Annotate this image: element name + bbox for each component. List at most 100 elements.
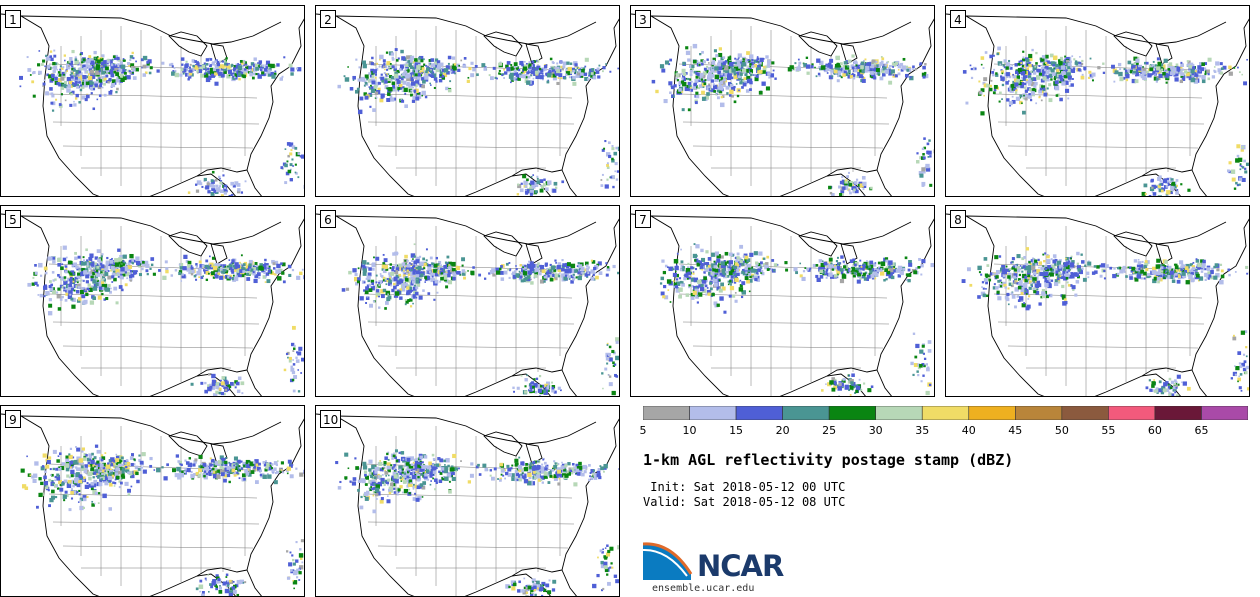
coastline [1141,167,1193,177]
member-number-label: 10 [320,410,342,428]
reflectivity-field [335,449,619,596]
coastline [196,567,248,577]
coastline [1113,231,1173,265]
ensemble-member-panel-1[interactable]: 1 [0,5,305,197]
coastline [1,13,236,196]
coastline [965,215,1227,245]
colorbar-tick-label: 45 [1008,424,1023,437]
coastline [335,415,597,445]
coastline [196,167,248,177]
coastline [1191,18,1249,196]
reflectivity-map [1,13,304,196]
reflectivity-map [316,413,619,596]
state-boundaries [363,26,575,196]
reflectivity-field [341,243,619,396]
member-number-label: 6 [320,210,336,228]
colorbar-tick-label: 55 [1101,424,1116,437]
member-number-label: 4 [950,10,966,28]
member-number-label: 9 [5,410,21,428]
colorbar-tick-label: 25 [822,424,837,437]
coastline [168,431,228,465]
colorbar-bin [1015,406,1063,420]
reflectivity-field [659,243,934,396]
reflectivity-field [962,46,1249,196]
ensemble-member-panel-3[interactable]: 3 [630,5,935,197]
ensemble-member-panel-6[interactable]: 6 [315,205,620,397]
coastline [946,213,1181,396]
coastline [1,413,236,596]
reflectivity-field [651,43,934,196]
colorbar-tick-label: 15 [729,424,744,437]
ensemble-member-panel-7[interactable]: 7 [630,205,935,397]
coastline [1141,367,1193,377]
coastline [246,18,304,196]
coastline [511,567,563,577]
coastline [316,13,551,196]
reflectivity-map [316,13,619,196]
reflectivity-field [961,247,1249,396]
reflectivity-map [316,213,619,396]
coastline [196,367,248,377]
member-number-label: 7 [635,210,651,228]
ensemble-member-panel-8[interactable]: 8 [945,205,1250,397]
coastline [631,213,866,396]
state-boundaries [48,426,260,596]
coastline [316,413,551,596]
coastline [20,215,282,245]
reflectivity-map [631,13,934,196]
coastline [826,167,878,177]
init-time: Init: Sat 2018-05-12 00 UTC [643,480,846,494]
reflectivity-field [19,49,304,196]
coastline [798,31,858,65]
coastline [650,215,912,245]
coastline [561,218,619,396]
coastline [335,15,597,45]
colorbar-tick-label: 5 [639,424,647,437]
colorbar-bin [1061,406,1109,420]
colorbar-bin [968,406,1016,420]
state-boundaries [993,26,1205,196]
member-number-label: 1 [5,10,21,28]
coastline [335,215,597,245]
ensemble-member-panel-2[interactable]: 2 [315,5,620,197]
coastline [20,15,282,45]
colorbar-bin [643,406,690,420]
member-number-label: 3 [635,10,651,28]
coastline [483,231,543,265]
reflectivity-map [946,13,1249,196]
coastline [965,15,1227,45]
colorbar-bin [875,406,923,420]
reflectivity-map [946,213,1249,396]
reflectivity-colorbar [643,406,1248,420]
ensemble-member-panel-4[interactable]: 4 [945,5,1250,197]
coastline [511,167,563,177]
state-boundaries [993,226,1205,396]
reflectivity-map [1,213,304,396]
state-boundaries [678,226,890,396]
coastline [798,231,858,265]
colorbar-tick-label: 50 [1054,424,1069,437]
reflectivity-field [27,245,304,396]
colorbar-tick-label: 35 [915,424,930,437]
ensemble-member-panel-9[interactable]: 9 [0,405,305,597]
coastline [1,213,236,396]
colorbar-tick-label: 30 [868,424,883,437]
coastline [20,415,282,445]
website-url[interactable]: ensemble.ucar.edu [652,583,755,594]
coastline [511,367,563,377]
member-number-label: 5 [5,210,21,228]
coastline [316,213,551,396]
colorbar-tick-label: 10 [682,424,697,437]
coastline [826,367,878,377]
coastline [561,418,619,596]
colorbar-bin [1201,406,1248,420]
colorbar-bin [921,406,970,420]
reflectivity-map [1,413,304,596]
ensemble-member-panel-5[interactable]: 5 [0,205,305,397]
state-boundaries [678,26,890,196]
reflectivity-field [337,48,619,196]
ensemble-member-panel-10[interactable]: 10 [315,405,620,597]
coastline [246,218,304,396]
colorbar-tick-label: 40 [961,424,976,437]
state-boundaries [363,226,575,396]
